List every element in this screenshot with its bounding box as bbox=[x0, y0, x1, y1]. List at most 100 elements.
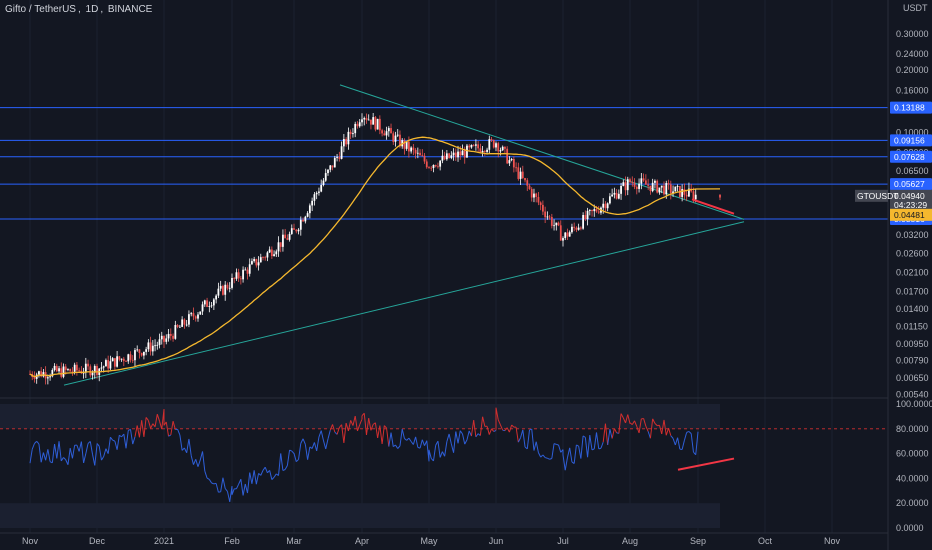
oscillator-segment bbox=[51, 444, 56, 463]
oscillator-segment bbox=[462, 433, 466, 445]
time-axis[interactable]: Nov Dec 2021 Feb Mar Apr May Jun Jul Aug Sep Oct Nov bbox=[22, 536, 841, 546]
oscillator-segment bbox=[564, 457, 568, 471]
candle-body bbox=[483, 151, 486, 152]
oscillator-segment bbox=[587, 435, 591, 458]
candle-body bbox=[504, 146, 506, 149]
candle-body bbox=[548, 216, 551, 218]
candle-body bbox=[365, 118, 368, 120]
oscillator-segment bbox=[596, 432, 600, 449]
oscillator-segment bbox=[379, 425, 383, 444]
oscillator-segment bbox=[325, 438, 329, 450]
oscillator-segment bbox=[566, 447, 571, 458]
candle-body bbox=[336, 156, 338, 158]
time-label: Jul bbox=[557, 536, 569, 546]
candle-body bbox=[60, 368, 63, 377]
oscillator-segment bbox=[352, 415, 356, 426]
candle-body bbox=[370, 119, 372, 125]
price-tick-label: 0.16000 bbox=[896, 85, 929, 95]
candle-body bbox=[537, 196, 540, 203]
oscillator-segment bbox=[242, 483, 246, 496]
time-label: Mar bbox=[286, 536, 302, 546]
candle-body bbox=[349, 131, 352, 135]
oscillator-segment bbox=[58, 441, 62, 461]
candle-body bbox=[644, 180, 647, 185]
oscillator-segment bbox=[150, 423, 154, 429]
oscillator-segment bbox=[517, 437, 522, 443]
oscillator-segment bbox=[620, 413, 624, 419]
oscillator-segment bbox=[34, 440, 38, 444]
oscillator-segment bbox=[282, 469, 286, 471]
candle-body bbox=[658, 187, 661, 193]
candle-body bbox=[631, 181, 634, 183]
candle-body bbox=[188, 314, 190, 325]
candle-body bbox=[233, 277, 236, 279]
oscillator-segment bbox=[473, 420, 477, 437]
oscillator-segment bbox=[159, 421, 163, 430]
candle-body bbox=[374, 117, 377, 130]
candle-body bbox=[84, 363, 87, 373]
oscillator-segment bbox=[80, 441, 85, 463]
candle-body bbox=[282, 234, 284, 247]
oscillator-segment bbox=[408, 437, 412, 442]
oscillator-segment bbox=[143, 417, 147, 437]
oscillator-segment bbox=[611, 428, 615, 439]
candle-body bbox=[663, 185, 665, 195]
oscillator-segment bbox=[208, 479, 213, 484]
oscillator-segment bbox=[576, 444, 579, 447]
oscillator-segment bbox=[220, 477, 224, 492]
candle-body bbox=[149, 342, 152, 352]
red-trendline[interactable] bbox=[691, 198, 735, 215]
oscillator-segment bbox=[336, 427, 340, 435]
oscillator-segment bbox=[600, 441, 604, 449]
candle-body bbox=[497, 143, 500, 152]
countdown-tag: 04:23:29 bbox=[894, 200, 927, 210]
trendlines[interactable] bbox=[63, 84, 745, 386]
oscillator-segment bbox=[604, 423, 609, 445]
trendline[interactable] bbox=[63, 221, 745, 386]
candle-body bbox=[107, 360, 110, 369]
oscillator-segment bbox=[395, 444, 399, 449]
oscillator-segment bbox=[251, 470, 255, 484]
oscillator-segment bbox=[515, 427, 519, 443]
oscillator-segment bbox=[535, 441, 539, 453]
oscillator-segment bbox=[125, 430, 129, 449]
moving-average-line bbox=[29, 136, 721, 378]
candle-body bbox=[445, 153, 448, 160]
trendline[interactable] bbox=[339, 84, 745, 220]
price-red-line[interactable] bbox=[691, 198, 735, 215]
oscillator-segment bbox=[264, 467, 268, 474]
oscillator-segment bbox=[278, 453, 282, 476]
oscillator-segment bbox=[365, 418, 370, 436]
candle-body bbox=[647, 184, 650, 186]
candle-body bbox=[385, 131, 388, 136]
candle-body bbox=[613, 192, 616, 195]
oscillator-segment bbox=[36, 440, 40, 445]
candle-body bbox=[215, 295, 218, 300]
oscillator-segment bbox=[495, 407, 499, 420]
candle-body bbox=[302, 219, 304, 222]
oscillator-segment bbox=[78, 441, 82, 452]
candle-body bbox=[468, 145, 471, 148]
oscillator-segment bbox=[206, 477, 210, 480]
oscillator-segment bbox=[390, 432, 394, 447]
candle-body bbox=[237, 272, 240, 279]
oscillator-segment bbox=[83, 453, 87, 464]
candle-body bbox=[510, 159, 513, 161]
oscillator-segment bbox=[177, 429, 181, 436]
oscillator-segment bbox=[311, 442, 315, 449]
time-label: Sep bbox=[690, 536, 706, 546]
oscillator-segment bbox=[522, 429, 526, 448]
oscillator-segment bbox=[683, 432, 688, 441]
oscillator-axis[interactable]: 100.0000 80.0000 60.0000 40.0000 20.0000 0.00… bbox=[896, 399, 932, 533]
candle-body bbox=[405, 141, 408, 149]
candle-body bbox=[231, 277, 233, 288]
oscillator-segment bbox=[138, 420, 143, 438]
oscillator-segment bbox=[556, 443, 559, 446]
price-tick-label: 0.03200 bbox=[896, 230, 929, 240]
oscillator-segment bbox=[374, 422, 379, 439]
exchange: BINANCE bbox=[107, 4, 153, 15]
oscillator-segment bbox=[145, 417, 149, 421]
candle-body bbox=[530, 188, 533, 198]
oscillator-segment bbox=[511, 424, 515, 428]
